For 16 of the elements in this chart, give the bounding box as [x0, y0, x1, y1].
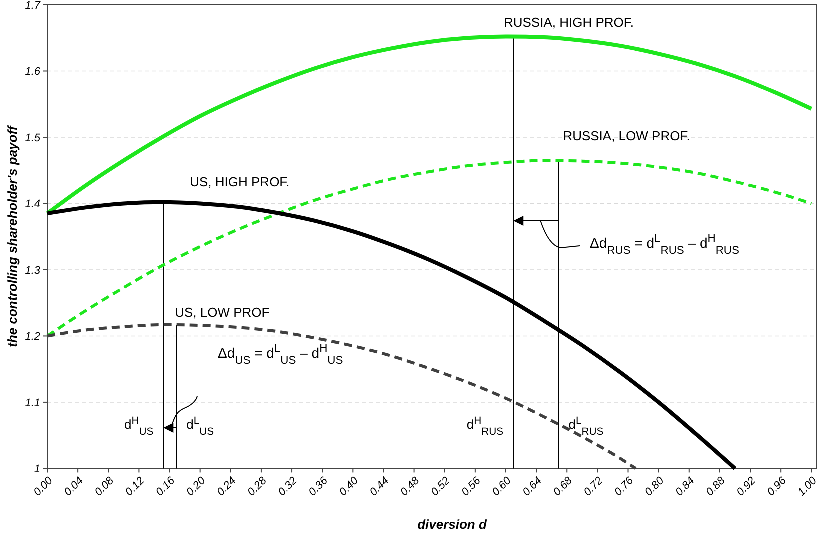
series-label: RUSSIA, LOW PROF.: [563, 128, 690, 144]
y-tick-label: 1.1: [25, 397, 40, 410]
x-axis-title: diversion d: [418, 517, 488, 532]
line-series: [46, 159, 814, 338]
y-tick-label: 1.7: [25, 0, 42, 12]
line-series: [46, 34, 814, 216]
y-tick-label: 1.3: [25, 264, 42, 277]
y-tick-label: 1: [34, 464, 40, 476]
y-tick-label: 1.5: [25, 132, 42, 144]
series-label: US, LOW PROF: [175, 304, 270, 320]
y-tick-label: 1.6: [25, 66, 42, 78]
y-tick-label: 1.2: [25, 331, 40, 344]
y-axis-title: the controlling shareholder's payoff: [5, 124, 20, 348]
y-tick-label: 1.4: [25, 198, 40, 211]
series-label: RUSSIA, HIGH PROF.: [504, 14, 634, 30]
series-label: US, HIGH PROF.: [190, 174, 290, 190]
